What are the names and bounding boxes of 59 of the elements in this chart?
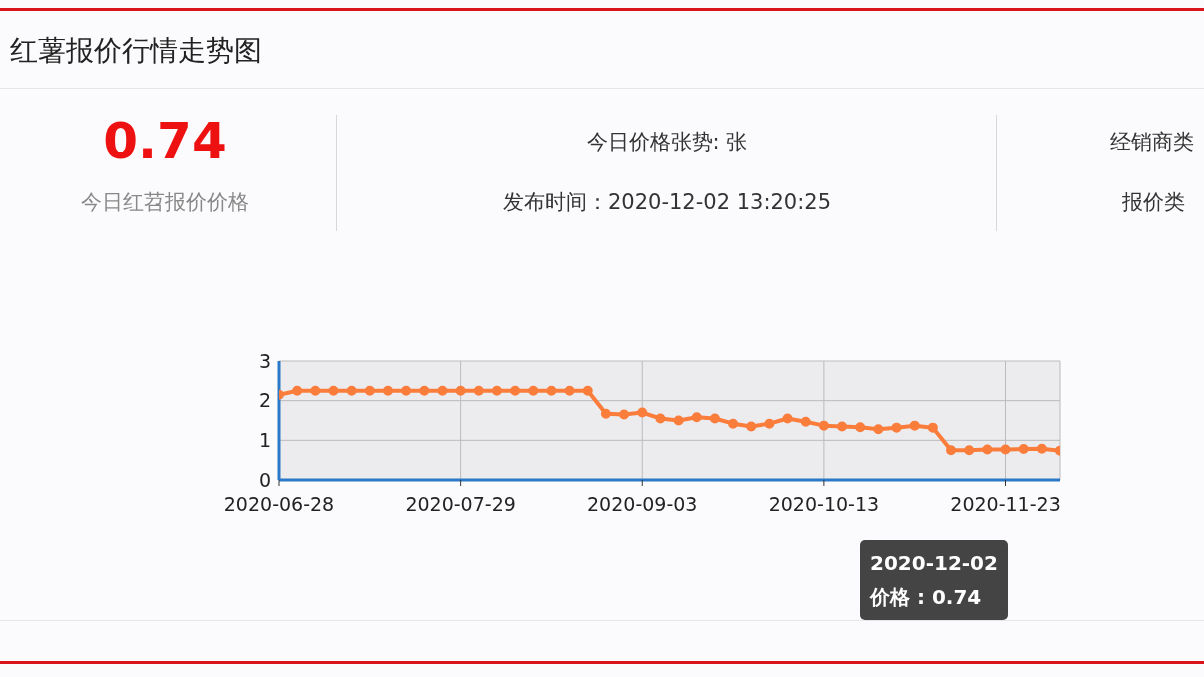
point [891,422,902,433]
point [564,385,575,396]
point [873,424,884,435]
point [800,416,811,427]
point [655,413,666,424]
point [637,407,648,418]
point [455,385,466,396]
x-tick-label: 2020-09-03 [587,493,698,516]
point [582,385,593,396]
point [982,444,993,455]
x-tick-label: 2020-07-29 [405,493,516,516]
point [709,413,720,424]
point [855,422,866,433]
text: 报价类 [1122,189,1185,216]
point [419,385,430,396]
point [673,415,684,426]
point [401,385,412,396]
point [619,409,630,420]
text: 今日价格张势: 张 [586,129,748,156]
point [528,385,539,396]
text: 经销商类 [1110,129,1194,156]
point [546,385,557,396]
point [691,412,702,423]
x-tick-label: 2020-11-23 [950,493,1061,516]
y-tick-label: 3 [258,349,271,372]
point [818,420,829,431]
point [782,413,793,424]
point [328,385,339,396]
point [746,421,757,432]
text: 0.74 [103,112,227,170]
point [837,421,848,432]
point [473,385,484,396]
point [491,385,502,396]
point [1036,443,1047,454]
tooltip-box: 2020-12-02 价格 : 0.74 [860,540,1008,620]
point [927,422,938,433]
point [310,385,321,396]
point [946,445,957,456]
y-tick-label: 2 [258,389,271,412]
text: 今日红苕报价价格 [81,189,249,216]
point [600,408,611,419]
y-tick-label: 1 [258,429,271,452]
point [728,418,739,429]
point [382,385,393,396]
point [964,445,975,456]
point [1018,444,1029,455]
text: 发布时间：2020-12-02 13:20:25 [502,189,832,216]
y-tick-label: 0 [258,468,271,491]
point [437,385,448,396]
x-tick-label: 2020-06-28 [223,493,335,516]
point [764,418,775,429]
point [909,420,920,431]
chart-title: 红薯报价行情走势图 [10,33,262,69]
point [1000,444,1011,455]
point [346,385,357,396]
point [510,385,521,396]
point [292,385,303,396]
x-tick-label: 2020-10-13 [768,493,880,516]
point [364,385,375,396]
